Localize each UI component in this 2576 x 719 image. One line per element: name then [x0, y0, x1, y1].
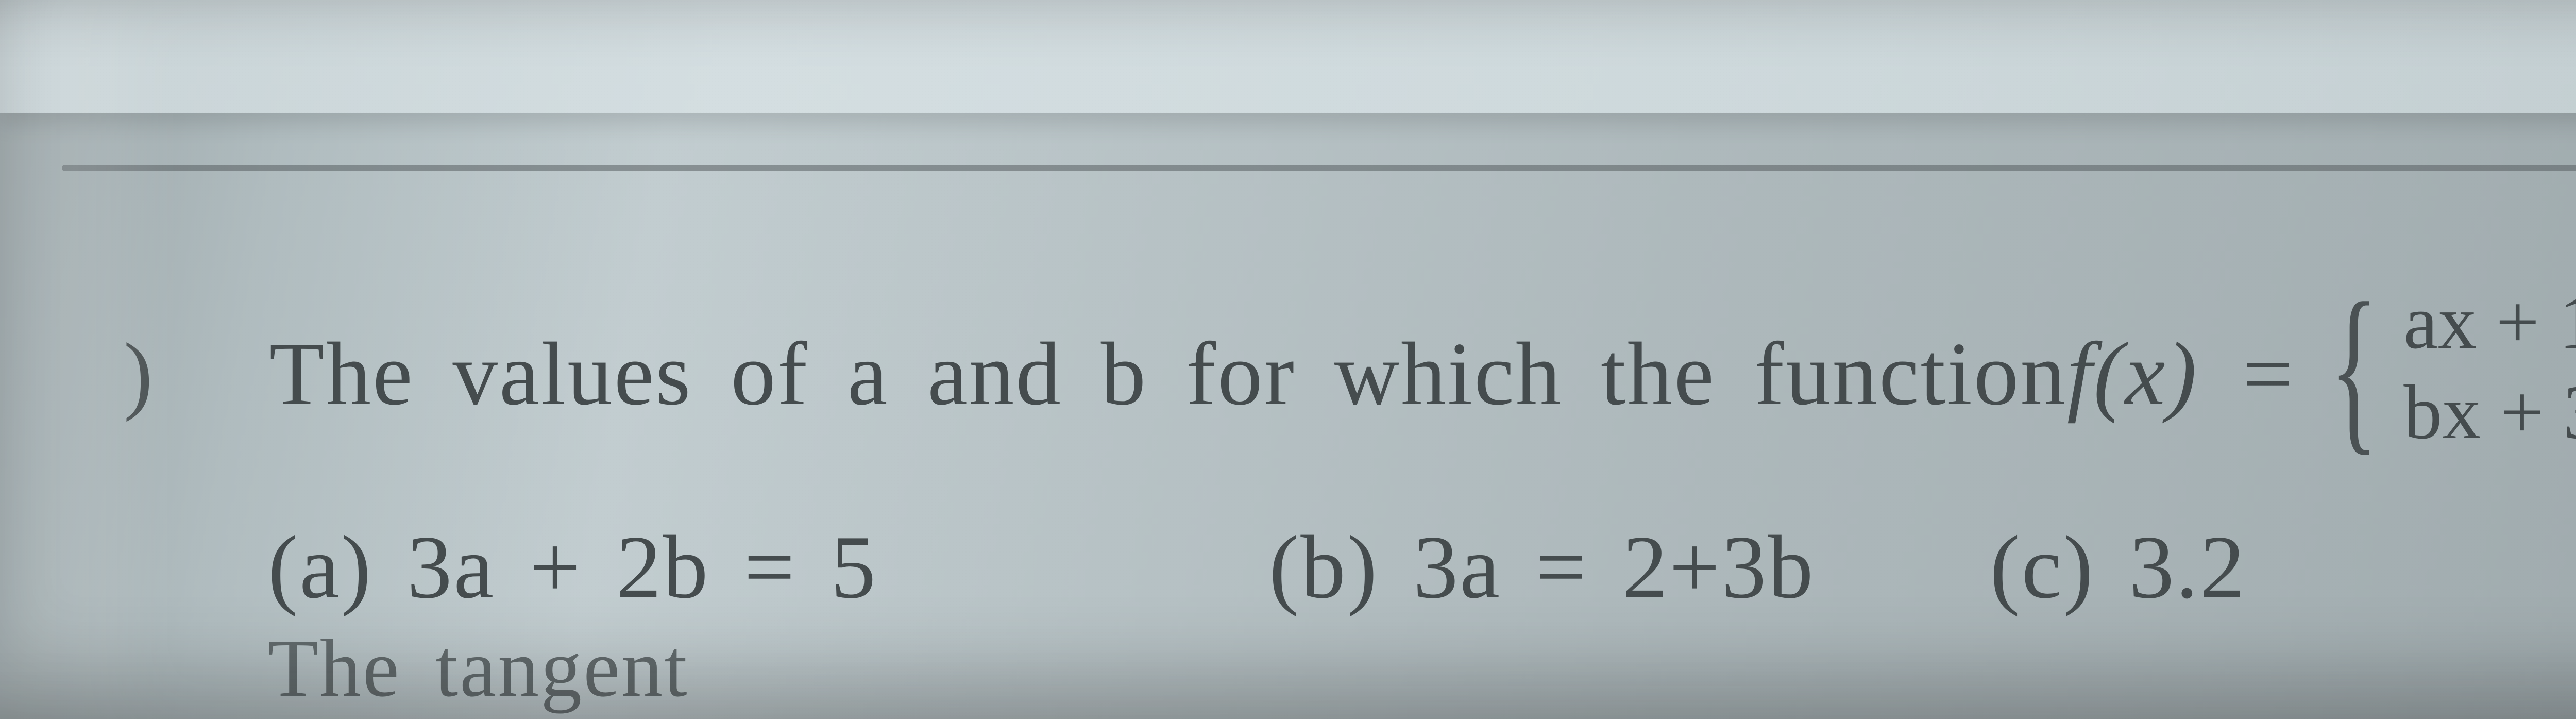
option-a: (a) 3a + 2b = 5 — [268, 515, 877, 619]
case-2-expr: bx + 3 — [2403, 367, 2576, 458]
piecewise-function: { ax + 1 x ≤ 3 bx + 3 x > 3 — [2310, 282, 2576, 453]
fx-equals: f(x) = — [2067, 322, 2299, 426]
cutoff-next-line: The tangent — [268, 621, 689, 716]
piecewise-cases: ax + 1 x ≤ 3 bx + 3 x > 3 — [2403, 277, 2576, 458]
question-marker: ) — [124, 324, 156, 424]
case-row-2: bx + 3 x > 3 — [2403, 367, 2576, 458]
left-brace-icon: { — [2329, 282, 2378, 453]
page-top-band — [0, 0, 2576, 113]
question-block: ) The values of a and b for which the fu… — [124, 289, 2576, 459]
question-line-1: ) The values of a and b for which the fu… — [124, 289, 2576, 459]
options-row: (a) 3a + 2b = 5 (b) 3a = 2+3b (c) 3.2 (d… — [268, 515, 2576, 619]
horizontal-rule — [62, 165, 2576, 171]
case-row-1: ax + 1 x ≤ 3 — [2403, 277, 2576, 367]
option-b: (b) 3a = 2+3b — [1269, 515, 1815, 619]
case-1-expr: ax + 1 — [2403, 277, 2576, 367]
option-c: (c) 3.2 — [1990, 515, 2246, 619]
question-stem-prefix: The values of a and b for which the func… — [269, 322, 2067, 426]
